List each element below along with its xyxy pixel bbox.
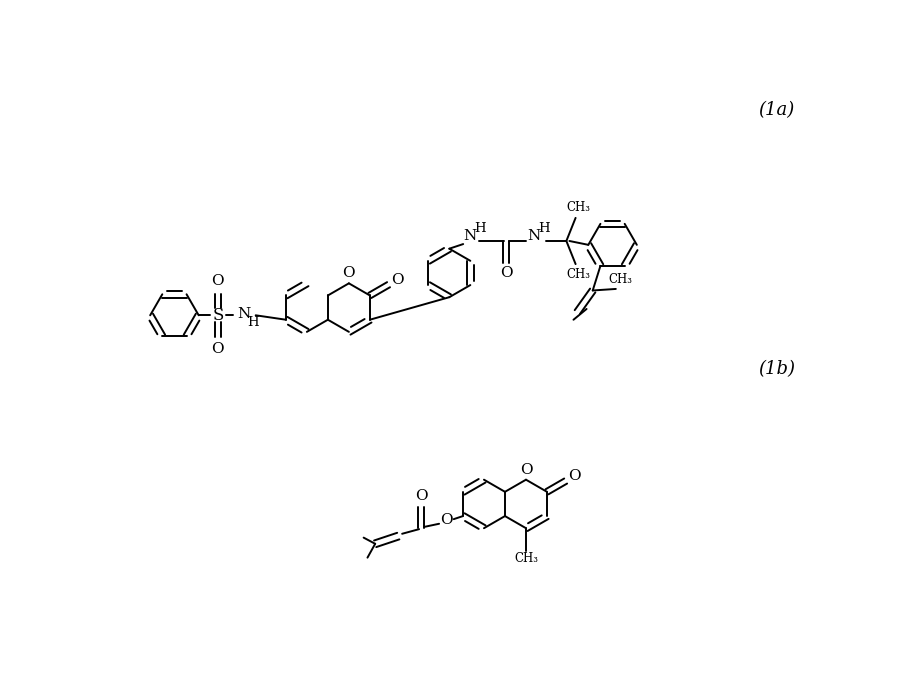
Text: O: O: [415, 489, 428, 503]
Text: O: O: [212, 342, 224, 356]
Text: N: N: [527, 230, 541, 244]
Text: S: S: [213, 307, 223, 324]
Text: N: N: [464, 230, 476, 244]
Text: O: O: [519, 463, 532, 477]
Text: H: H: [538, 222, 550, 235]
Text: CH₃: CH₃: [514, 553, 538, 565]
Text: O: O: [343, 267, 355, 280]
Text: (1b): (1b): [758, 361, 795, 378]
Text: (1a): (1a): [759, 101, 795, 119]
Text: CH₃: CH₃: [566, 200, 590, 214]
Text: H: H: [248, 317, 259, 329]
Text: O: O: [440, 513, 452, 527]
Text: CH₃: CH₃: [608, 274, 632, 286]
Text: O: O: [568, 469, 580, 483]
Text: O: O: [212, 274, 224, 288]
Text: O: O: [500, 267, 512, 280]
Text: N: N: [238, 307, 251, 321]
Text: O: O: [391, 273, 404, 287]
Text: H: H: [475, 222, 486, 235]
Text: CH₃: CH₃: [566, 269, 590, 281]
